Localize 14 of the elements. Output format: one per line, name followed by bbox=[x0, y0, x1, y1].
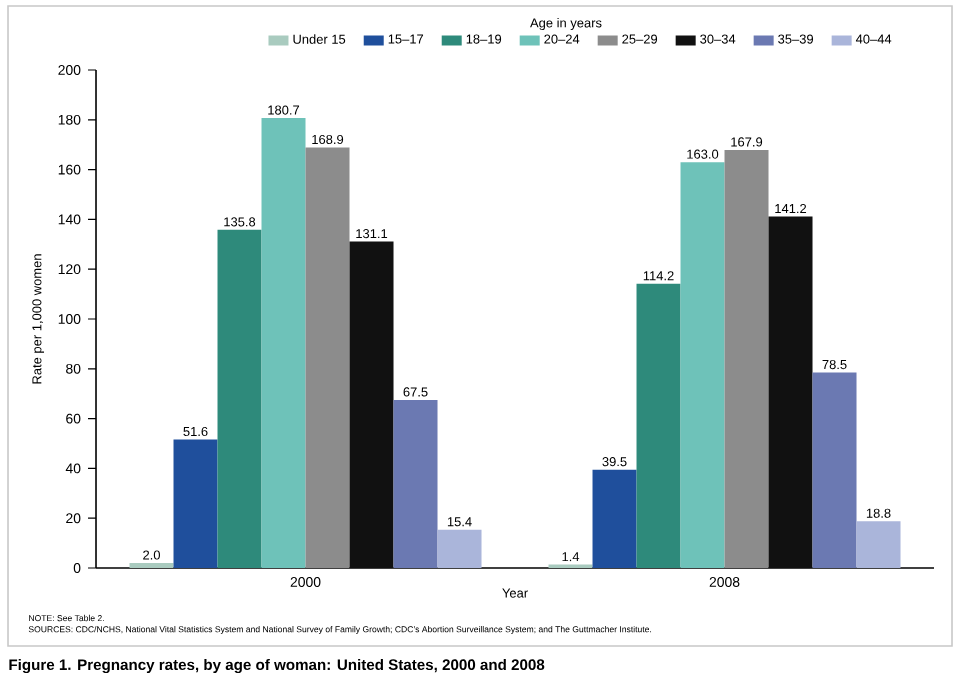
bar bbox=[261, 118, 306, 568]
bar bbox=[437, 529, 482, 568]
bar bbox=[812, 372, 857, 568]
bar bbox=[592, 469, 637, 568]
bar bbox=[680, 162, 725, 568]
bar bbox=[768, 216, 813, 568]
bar bbox=[173, 439, 218, 568]
bar bbox=[217, 229, 262, 568]
bar bbox=[393, 399, 438, 568]
bar bbox=[305, 147, 350, 568]
bar bbox=[724, 149, 769, 568]
bar bbox=[636, 283, 681, 568]
bar bbox=[349, 241, 394, 568]
bar bbox=[856, 521, 901, 568]
